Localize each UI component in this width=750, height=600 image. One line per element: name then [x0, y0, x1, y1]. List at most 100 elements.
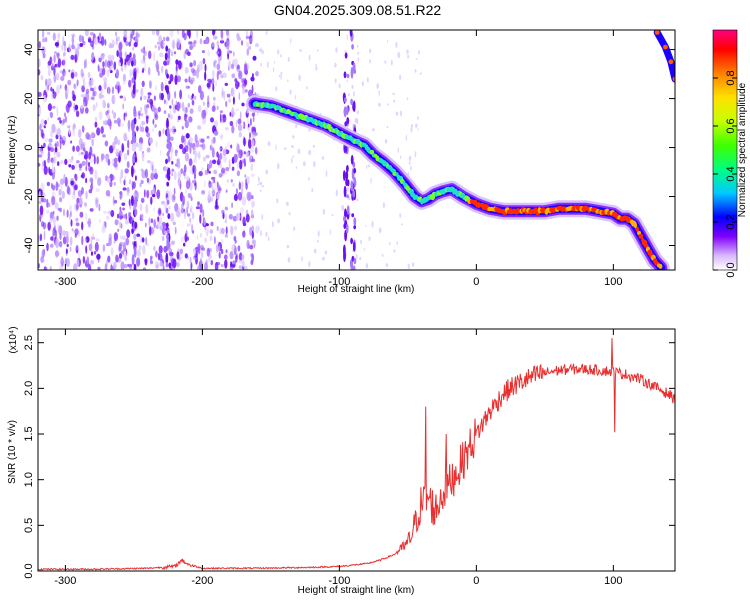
noise-blob — [54, 51, 57, 55]
noise-blob — [115, 254, 119, 263]
noise-blob — [67, 79, 72, 86]
noise-blob — [150, 196, 153, 205]
noise-blob — [278, 74, 281, 78]
noise-blob — [124, 168, 129, 174]
noise-blob — [57, 161, 60, 167]
noise-blob — [219, 110, 224, 114]
noise-blob — [52, 227, 56, 237]
noise-blob — [334, 78, 337, 84]
noise-blob — [105, 190, 111, 197]
noise-blob — [53, 65, 56, 76]
noise-blob — [81, 221, 84, 231]
noise-blob — [159, 262, 162, 267]
streak-blob — [350, 154, 354, 165]
noise-blob — [38, 40, 41, 49]
noise-blob — [91, 139, 94, 147]
noise-blob — [155, 140, 158, 148]
noise-blob — [161, 262, 164, 270]
noise-blob — [41, 249, 45, 259]
noise-blob — [47, 202, 51, 208]
noise-blob — [157, 106, 161, 113]
noise-blob — [68, 164, 72, 168]
noise-blob — [62, 236, 67, 245]
noise-blob — [51, 196, 56, 206]
noise-blob — [222, 72, 227, 78]
streak-blob — [167, 170, 171, 176]
noise-blob — [137, 110, 141, 117]
noise-blob — [89, 177, 94, 183]
noise-blob — [74, 104, 79, 111]
noise-blob — [122, 187, 127, 191]
noise-blob — [399, 74, 402, 81]
noise-blob — [146, 132, 151, 138]
noise-blob — [218, 245, 221, 253]
noise-blob — [65, 105, 68, 110]
noise-blob — [149, 98, 154, 105]
noise-blob — [45, 209, 50, 214]
noise-blob — [171, 39, 176, 50]
noise-blob — [154, 85, 158, 91]
streak-blob — [133, 246, 137, 258]
noise-blob — [152, 128, 154, 133]
noise-blob — [122, 103, 124, 110]
noise-blob — [68, 69, 71, 73]
noise-blob — [140, 96, 143, 101]
noise-blob — [66, 243, 69, 248]
noise-blob — [72, 94, 76, 102]
noise-blob — [46, 31, 51, 35]
streak-blob — [165, 45, 169, 52]
noise-blob — [198, 247, 201, 255]
noise-blob — [41, 165, 44, 171]
noise-blob — [77, 190, 83, 198]
noise-blob — [95, 187, 100, 193]
noise-blob — [231, 264, 236, 268]
noise-blob — [249, 244, 254, 250]
noise-blob — [331, 213, 334, 217]
noise-blob — [144, 258, 148, 266]
noise-blob — [190, 204, 193, 213]
noise-blob — [220, 249, 224, 255]
noise-blob — [190, 196, 193, 202]
noise-blob — [102, 99, 106, 109]
noise-blob — [206, 135, 210, 139]
noise-blob — [251, 230, 254, 239]
noise-blob — [295, 166, 298, 169]
streak-blob — [345, 105, 349, 116]
noise-blob — [59, 196, 63, 203]
noise-blob — [140, 87, 144, 98]
noise-blob — [219, 147, 222, 151]
noise-blob — [88, 166, 93, 172]
noise-blob — [225, 30, 230, 36]
noise-blob — [230, 87, 234, 97]
noise-blob — [162, 235, 165, 242]
noise-blob — [347, 186, 349, 192]
noise-blob — [81, 160, 86, 166]
noise-blob — [251, 239, 256, 246]
noise-blob — [123, 264, 128, 269]
noise-blob — [246, 41, 250, 48]
noise-blob — [236, 213, 238, 222]
noise-blob — [189, 217, 191, 223]
noise-blob — [44, 120, 47, 125]
noise-blob — [113, 161, 118, 168]
noise-blob — [57, 32, 61, 40]
noise-blob — [143, 95, 147, 100]
snr-y-ticks: 0.0 0.5 1.0 1.5 2.0 2.5 — [23, 335, 675, 579]
noise-blob — [221, 38, 223, 42]
noise-blob — [210, 117, 214, 123]
noise-blob — [218, 173, 223, 178]
noise-blob — [237, 245, 241, 252]
noise-blob — [371, 220, 374, 228]
noise-blob — [191, 223, 194, 233]
noise-blob — [87, 71, 91, 79]
noise-blob — [202, 101, 205, 106]
noise-blob — [202, 109, 207, 120]
noise-blob — [55, 229, 57, 239]
noise-blob — [177, 75, 181, 83]
noise-blob — [201, 190, 206, 195]
noise-blob — [144, 62, 147, 72]
noise-blob — [107, 255, 111, 263]
noise-blob — [158, 130, 162, 137]
noise-blob — [414, 69, 417, 73]
noise-blob — [370, 177, 372, 184]
